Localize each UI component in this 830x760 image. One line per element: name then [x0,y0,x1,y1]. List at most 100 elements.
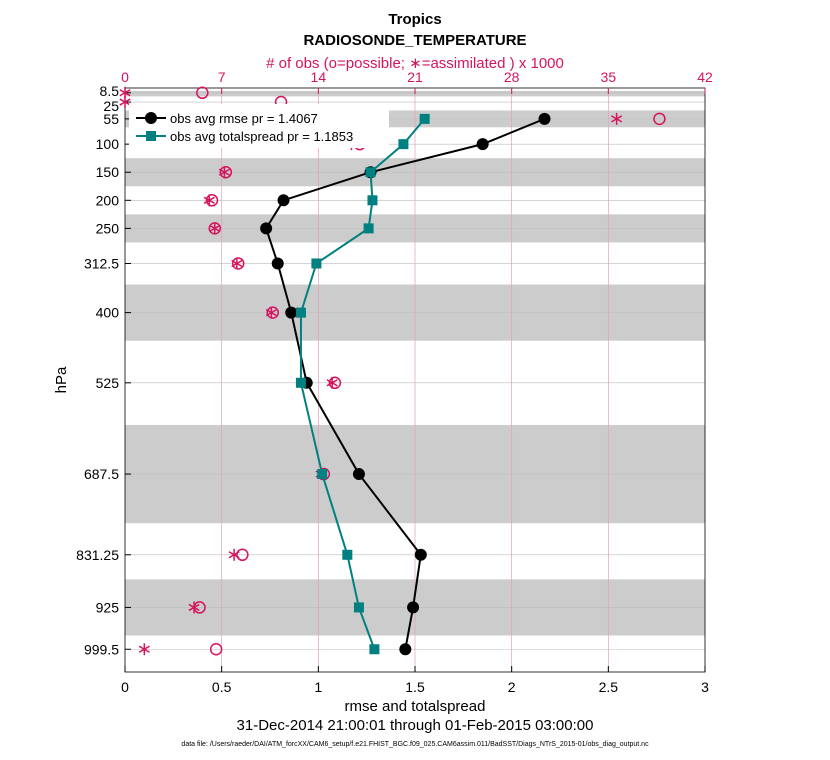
obs-assimilated-point [203,194,215,207]
date-range: 31-Dec-2014 21:00:01 through 01-Feb-2015… [237,717,594,734]
legend-box [129,104,389,148]
legend-label-spread: obs avg totalspread pr = 1.1853 [170,129,353,144]
totalspread-point [295,377,306,388]
obs-assimilated-point [228,548,240,561]
totalspread-point [369,644,380,655]
y-tick-label: 8.5 [100,83,120,99]
series-line-1 [299,118,426,650]
x-axis: 0 0.5 1 1.5 2 2.5 3 [121,666,709,695]
rmse-point [399,643,412,656]
y-tick-label: 687.5 [84,466,119,482]
x-axis-label: rmse and totalspread [345,698,486,715]
obs-assimilated-stroke-2 [231,259,243,268]
top-tick-label: 28 [504,69,520,85]
obs-possible-point [196,86,209,100]
totalspread-point [295,307,306,318]
totalspread-point [367,195,378,206]
rmse-point [271,257,284,270]
y-tick-label: 831.25 [76,547,119,563]
obs-assimilated-stroke-2 [209,224,221,233]
x-tick-label: 1 [314,679,322,695]
y-axis-label: hPa [53,366,70,393]
y-tick-label: 25 [103,98,119,114]
obs-possible-point [653,112,666,126]
legend: obs avg rmse pr = 1.4067 obs avg totalsp… [129,104,389,148]
top-axis: 0 7 14 21 28 35 42 [121,69,713,94]
obs-assimilated-stroke-2 [326,379,338,387]
obs-assimilated-stroke-2 [119,98,131,106]
totalspread-point [363,223,374,234]
obs-assimilated-point [138,643,150,656]
x-tick-label: 0 [121,679,129,695]
obs-assimilated-point [218,166,230,179]
y-tick-label: 200 [96,192,120,208]
obs-possible-point [209,643,223,656]
totalspread-point [365,167,376,178]
top-tick-label: 42 [697,69,713,85]
top-tick-label: 0 [121,69,129,85]
x-tick-label: 3 [701,679,709,695]
rmse-point [407,601,420,614]
obs-possible-point [219,165,233,179]
obs-assimilated-stroke-2 [119,89,131,97]
chart-subtitle: RADIOSONDE_TEMPERATURE [303,32,526,49]
rmse-point [538,112,551,125]
top-axis-label: # of obs (o=possible; ∗=assimilated ) x … [266,55,564,72]
y-tick-label: 150 [96,164,120,180]
obs-possible-point [236,548,249,562]
y-tick-label: 250 [96,220,120,236]
x-tick-label: 0.5 [212,679,232,695]
obs-assimilated-point [326,376,338,389]
obs-possible-point [328,376,342,390]
obs-assimilated-point [231,257,243,270]
obs-assimilated-stroke-2 [611,115,623,123]
totalspread-point [353,602,364,613]
rmse-point [277,194,290,207]
legend-marker-spread [146,131,156,141]
y-tick-label: 312.5 [84,255,119,271]
obs-assimilated-stroke-2 [228,551,240,559]
y-tick-label: 100 [96,136,120,152]
legend-marker-rmse [145,112,157,124]
obs-assimilated-stroke-2 [188,603,200,612]
totalspread-point [342,549,353,560]
x-tick-label: 1.5 [405,679,425,695]
top-tick-label: 7 [218,69,226,85]
obs-possible-point [231,257,245,270]
obs-possible-point [266,306,280,319]
top-tick-label: 35 [601,69,617,85]
rmse-point [260,222,273,235]
top-tick-label: 14 [311,69,327,85]
obs-assimilated-point [265,306,277,319]
rmse-point [476,138,489,151]
totalspread-point [419,113,430,124]
obs-assimilated-stroke-2 [218,168,230,176]
obs-assimilated-point [188,601,200,614]
chart-title: Tropics [388,11,441,28]
obs-assimilated-point [119,96,131,109]
top-tick-label: 21 [407,69,423,85]
obs-assimilated-stroke-2 [138,645,150,653]
y-tick-label: 525 [96,375,120,391]
obs-assimilated-point [209,222,221,235]
totalspread-point [317,469,328,480]
series-lines [260,112,551,656]
rmse-point [414,548,427,561]
rmse-point [352,468,365,481]
obs-possible-point [205,194,219,207]
obs-assimilated-stroke-2 [203,196,215,204]
legend-label-rmse: obs avg rmse pr = 1.4067 [170,111,318,126]
y-tick-label: 925 [96,599,120,615]
totalspread-point [311,258,322,269]
series-line-0 [265,117,545,650]
footnote: data file: /Users/raeder/DAI/ATM_forcXX/… [181,741,649,748]
obs-assimilated-point [611,112,623,125]
x-tick-label: 2 [508,679,516,695]
y-tick-label: 999.5 [84,641,119,657]
y-tick-label: 400 [96,305,120,321]
totalspread-point [398,139,409,150]
rmse-point [285,306,298,319]
x-tick-label: 2.5 [599,679,619,695]
